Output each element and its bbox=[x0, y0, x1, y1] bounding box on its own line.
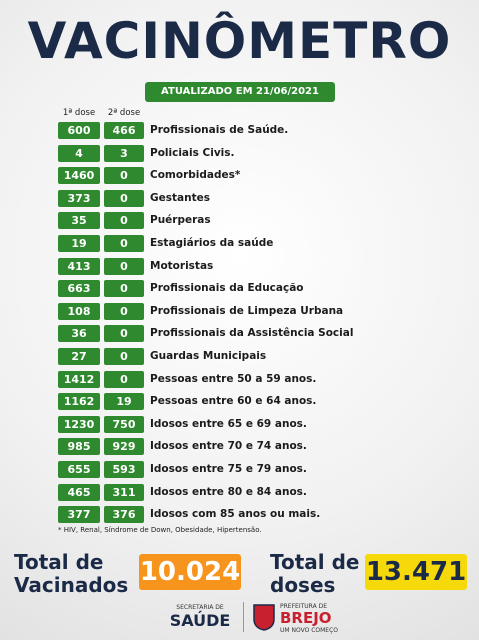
group-label: Idosos entre 80 e 84 anos. bbox=[150, 485, 307, 498]
total-label: Total de bbox=[270, 550, 360, 574]
divider bbox=[243, 602, 244, 632]
logo-text: PREFEITURA DE bbox=[280, 603, 327, 610]
updated-badge: ATUALIZADO EM 21/06/2021 bbox=[145, 82, 335, 102]
group-label: Idosos entre 70 e 74 anos. bbox=[150, 440, 307, 453]
second-dose: 376 bbox=[104, 506, 144, 524]
first-dose: 655 bbox=[58, 461, 100, 478]
logo-text: UM NOVO COMEÇO bbox=[280, 627, 339, 634]
second-dose: 0 bbox=[104, 167, 144, 185]
second-dose: 0 bbox=[104, 348, 144, 365]
group-label: Puérperas bbox=[150, 214, 211, 227]
group-label: Profissionais da Assistência Social bbox=[150, 327, 354, 340]
second-dose: 593 bbox=[104, 461, 144, 478]
column-header: 1ª dose bbox=[62, 108, 96, 118]
second-dose: 3 bbox=[104, 144, 144, 162]
group-label: Pessoas entre 60 e 64 anos. bbox=[150, 395, 317, 408]
first-dose: 27 bbox=[58, 348, 100, 365]
crest bbox=[253, 604, 275, 631]
first-dose: 465 bbox=[58, 483, 100, 501]
logo-text: SECRETARIA DE bbox=[176, 604, 224, 611]
first-dose: 36 bbox=[58, 325, 100, 343]
group-label: Guardas Municipais bbox=[150, 350, 267, 362]
first-dose: 1162 bbox=[58, 393, 100, 411]
total-label: Total de bbox=[14, 550, 104, 574]
group-label: Profissionais de Saúde. bbox=[150, 124, 289, 136]
first-dose: 600 bbox=[58, 122, 100, 139]
group-label: Idosos com 85 anos ou mais. bbox=[150, 508, 321, 521]
logo-text: SAÚDE bbox=[169, 611, 231, 630]
group-label: Comorbidades* bbox=[150, 169, 241, 182]
first-dose: 377 bbox=[58, 506, 100, 524]
second-dose: 466 bbox=[104, 122, 144, 139]
second-dose: 0 bbox=[104, 257, 144, 275]
first-dose: 35 bbox=[58, 212, 100, 230]
second-dose: 311 bbox=[104, 483, 144, 501]
first-dose: 19 bbox=[58, 235, 100, 252]
group-label: Idosos entre 65 e 69 anos. bbox=[150, 417, 307, 430]
second-dose: 0 bbox=[104, 280, 144, 298]
group-label: Gestantes bbox=[150, 191, 210, 204]
footnote: * HIV, Renal, Síndrome de Down, Obesidad… bbox=[58, 526, 262, 534]
total-doses: 13.471 bbox=[365, 554, 467, 590]
first-dose: 108 bbox=[58, 302, 100, 320]
second-dose: 0 bbox=[104, 302, 144, 320]
first-dose: 1412 bbox=[58, 370, 100, 388]
group-label: Estagiários da saúde bbox=[150, 237, 274, 249]
group-label: Idosos entre 75 e 79 anos. bbox=[150, 463, 307, 475]
second-dose: 0 bbox=[104, 370, 144, 388]
column-header: 2ª dose bbox=[107, 108, 141, 118]
group-label: Profissionais de Limpeza Urbana bbox=[150, 304, 344, 317]
second-dose: 750 bbox=[104, 415, 144, 433]
second-dose: 0 bbox=[104, 189, 144, 207]
group-label: Policiais Civis. bbox=[150, 146, 235, 159]
first-dose: 985 bbox=[58, 438, 100, 456]
total-vaccinated: 10.024 bbox=[139, 554, 241, 590]
first-dose: 413 bbox=[58, 257, 100, 275]
second-dose: 0 bbox=[104, 235, 144, 252]
first-dose: 1460 bbox=[58, 167, 100, 185]
second-dose: 929 bbox=[104, 438, 144, 456]
group-label: Profissionais da Educação bbox=[150, 282, 304, 295]
first-dose: 1230 bbox=[58, 415, 100, 433]
title: VACINÔMETRO bbox=[27, 12, 452, 70]
second-dose: 19 bbox=[104, 393, 144, 411]
group-label: Pessoas entre 50 a 59 anos. bbox=[150, 372, 317, 385]
second-dose: 0 bbox=[104, 212, 144, 230]
first-dose: 663 bbox=[58, 280, 100, 298]
total-label: doses bbox=[270, 573, 336, 597]
first-dose: 373 bbox=[58, 189, 100, 207]
total-label: Vacinados bbox=[14, 573, 129, 597]
first-dose: 4 bbox=[58, 144, 100, 162]
second-dose: 0 bbox=[104, 325, 144, 343]
group-label: Motoristas bbox=[150, 259, 214, 272]
logo-text: BREJO bbox=[280, 609, 332, 627]
